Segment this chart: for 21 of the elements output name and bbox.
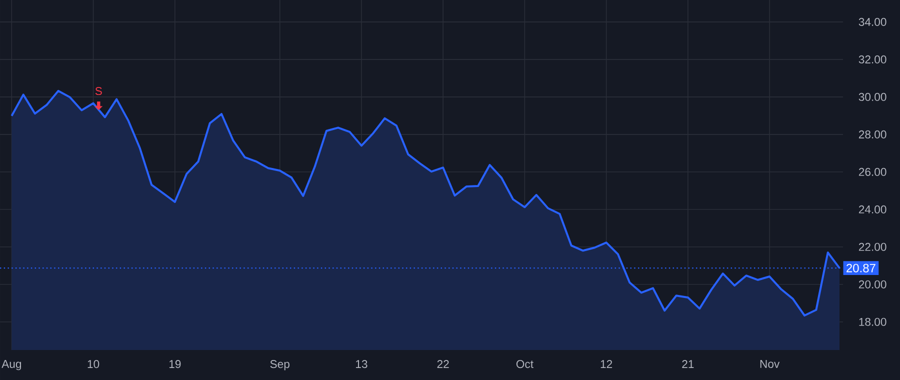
x-tick-label: Sep — [270, 360, 290, 370]
y-tick-label: 32.00 — [858, 55, 886, 64]
y-tick-label: 26.00 — [858, 168, 886, 176]
annotation: S — [95, 87, 102, 96]
x-tick-label: Nov — [760, 360, 780, 368]
x-tick-label: 22 — [437, 360, 449, 368]
y-tick-label: 22.00 — [858, 242, 886, 251]
x-tick-label: 19 — [169, 360, 181, 368]
ref-line-label: 20.87 — [846, 264, 876, 272]
y-tick-label: 24.00 — [858, 205, 886, 214]
y-tick-label: 18.00 — [859, 318, 886, 326]
x-tick-label: Oct — [516, 360, 534, 368]
x-tick-label: Aug — [2, 360, 22, 370]
y-tick-label: 20.00 — [858, 280, 886, 288]
x-tick-label: 21 — [682, 360, 694, 368]
y-tick-label: 34.00 — [858, 18, 886, 26]
y-tick-label: 30.00 — [858, 92, 886, 101]
x-tick-label: 12 — [600, 360, 612, 368]
y-tick-label: 28.00 — [858, 130, 886, 138]
x-tick-label: 10 — [88, 360, 100, 368]
x-tick-label: 13 — [356, 360, 368, 368]
